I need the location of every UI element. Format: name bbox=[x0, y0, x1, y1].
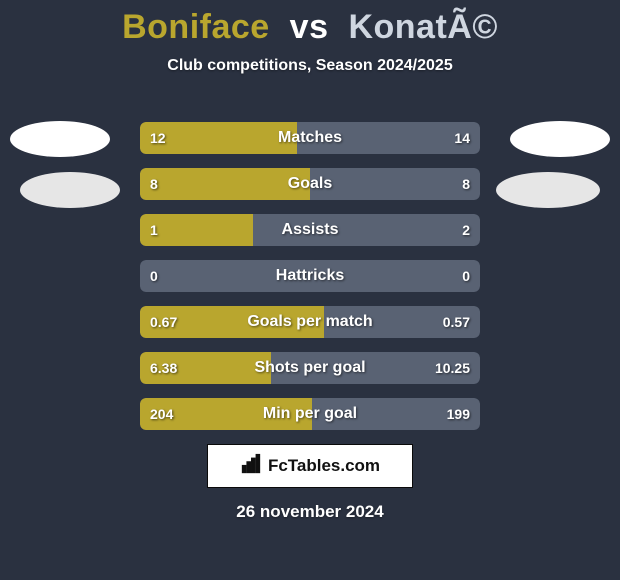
stat-label: Goals per match bbox=[247, 313, 372, 331]
stats-rows-container: 1214Matches88Goals12Assists00Hattricks0.… bbox=[140, 122, 480, 444]
stat-value-right: 0.57 bbox=[443, 314, 470, 330]
stat-value-left: 0.67 bbox=[150, 314, 177, 330]
stat-value-left: 0 bbox=[150, 268, 158, 284]
player2-photo-placeholder-1 bbox=[510, 121, 610, 157]
stat-value-right: 8 bbox=[462, 176, 470, 192]
stat-row: 6.38 10.25 Shots per goal bbox=[140, 352, 480, 384]
stat-value-left: 204 bbox=[150, 406, 173, 422]
subtitle-text: Club competitions, Season 2024/2025 bbox=[0, 57, 620, 75]
stat-value-right: 199 bbox=[447, 406, 470, 422]
stat-bar-left-fill bbox=[140, 168, 310, 200]
date-text: 26 november 2024 bbox=[236, 502, 383, 522]
stat-row: 0 0 Hattricks bbox=[140, 260, 480, 292]
stat-value-left: 8 bbox=[150, 176, 158, 192]
stat-label: Matches bbox=[278, 129, 342, 147]
stat-value-left: 6.38 bbox=[150, 360, 177, 376]
comparison-title: Boniface vs KonatÃ© bbox=[0, 0, 620, 47]
stat-label: Min per goal bbox=[263, 405, 357, 423]
brand-badge: FcTables.com bbox=[207, 444, 413, 488]
stat-label: Goals bbox=[288, 175, 332, 193]
stat-value-right: 0 bbox=[462, 268, 470, 284]
player2-name: KonatÃ© bbox=[348, 8, 497, 46]
player1-photo-placeholder-1 bbox=[10, 121, 110, 157]
stat-row: 8 8 Goals bbox=[140, 168, 480, 200]
stat-row: 12 14 Matches bbox=[140, 122, 480, 154]
stat-value-right: 2 bbox=[462, 222, 470, 238]
stat-row: 1 2 Assists bbox=[140, 214, 480, 246]
stat-label: Assists bbox=[282, 221, 339, 239]
player1-photo-placeholder-2 bbox=[20, 172, 120, 208]
stat-value-left: 12 bbox=[150, 130, 166, 146]
stat-row: 0.67 0.57 Goals per match bbox=[140, 306, 480, 338]
player2-photo-placeholder-2 bbox=[496, 172, 600, 208]
stat-label: Shots per goal bbox=[254, 359, 365, 377]
brand-text: FcTables.com bbox=[268, 456, 380, 476]
player1-name: Boniface bbox=[122, 8, 270, 46]
vs-text: vs bbox=[290, 8, 329, 46]
stat-row: 204 199 Min per goal bbox=[140, 398, 480, 430]
stat-value-right: 10.25 bbox=[435, 360, 470, 376]
brand-chart-icon bbox=[240, 453, 262, 480]
stat-label: Hattricks bbox=[276, 267, 344, 285]
stat-value-right: 14 bbox=[454, 130, 470, 146]
stat-value-left: 1 bbox=[150, 222, 158, 238]
